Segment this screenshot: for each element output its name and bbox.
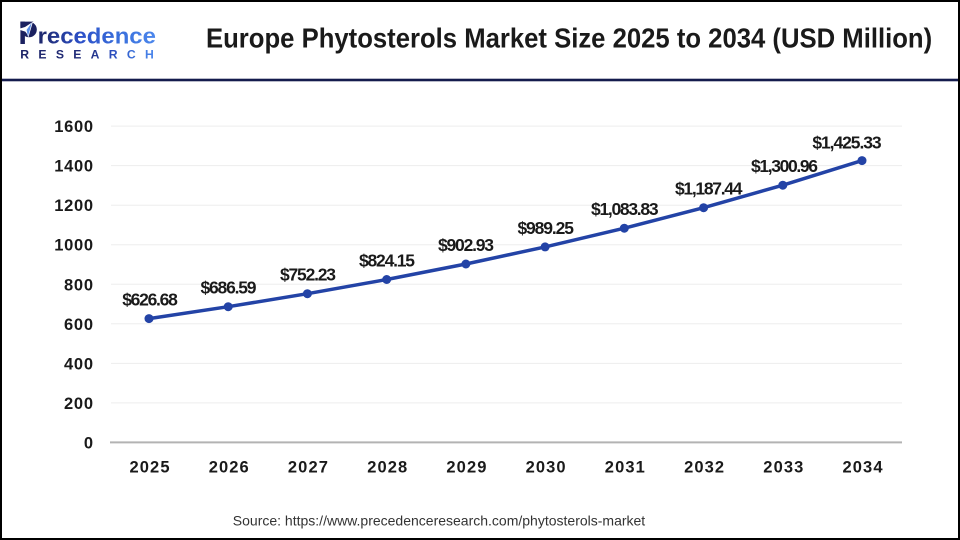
svg-text:2030: 2030 (526, 459, 566, 477)
svg-text:$1,083.83: $1,083.83 (591, 199, 659, 219)
svg-text:2029: 2029 (446, 459, 486, 477)
svg-text:1000: 1000 (54, 237, 93, 255)
svg-text:RESEARCH: RESEARCH (20, 48, 163, 62)
svg-text:1400: 1400 (54, 158, 93, 176)
svg-text:2034: 2034 (843, 459, 884, 477)
svg-text:$989.25: $989.25 (517, 218, 574, 238)
svg-text:2028: 2028 (367, 459, 407, 477)
svg-text:$902.93: $902.93 (438, 235, 494, 255)
svg-text:$686.59: $686.59 (201, 278, 257, 298)
svg-text:0: 0 (84, 434, 93, 452)
svg-text:$1,300.96: $1,300.96 (751, 156, 818, 176)
svg-text:2032: 2032 (684, 459, 724, 477)
svg-text:600: 600 (64, 316, 93, 334)
svg-text:Source: https://www.precedence: Source: https://www.precedenceresearch.c… (233, 513, 646, 529)
svg-text:$1,425.33: $1,425.33 (812, 133, 882, 153)
svg-text:1200: 1200 (54, 197, 93, 215)
svg-text:2033: 2033 (763, 459, 803, 477)
svg-text:$626.68: $626.68 (122, 290, 178, 310)
svg-text:$824.15: $824.15 (359, 251, 415, 271)
svg-text:2031: 2031 (605, 459, 645, 477)
svg-text:2025: 2025 (130, 459, 170, 477)
svg-text:800: 800 (64, 276, 93, 294)
svg-text:1600: 1600 (54, 118, 93, 136)
svg-text:Europe Phytosterols Market Siz: Europe Phytosterols Market Size 2025 to … (206, 23, 932, 54)
svg-text:400: 400 (64, 355, 93, 373)
svg-text:200: 200 (64, 395, 93, 413)
svg-text:2026: 2026 (209, 459, 249, 477)
svg-text:recedence: recedence (38, 24, 156, 49)
svg-text:2027: 2027 (288, 459, 328, 477)
svg-text:$1,187.44: $1,187.44 (675, 179, 743, 199)
svg-text:$752.23: $752.23 (280, 265, 336, 285)
